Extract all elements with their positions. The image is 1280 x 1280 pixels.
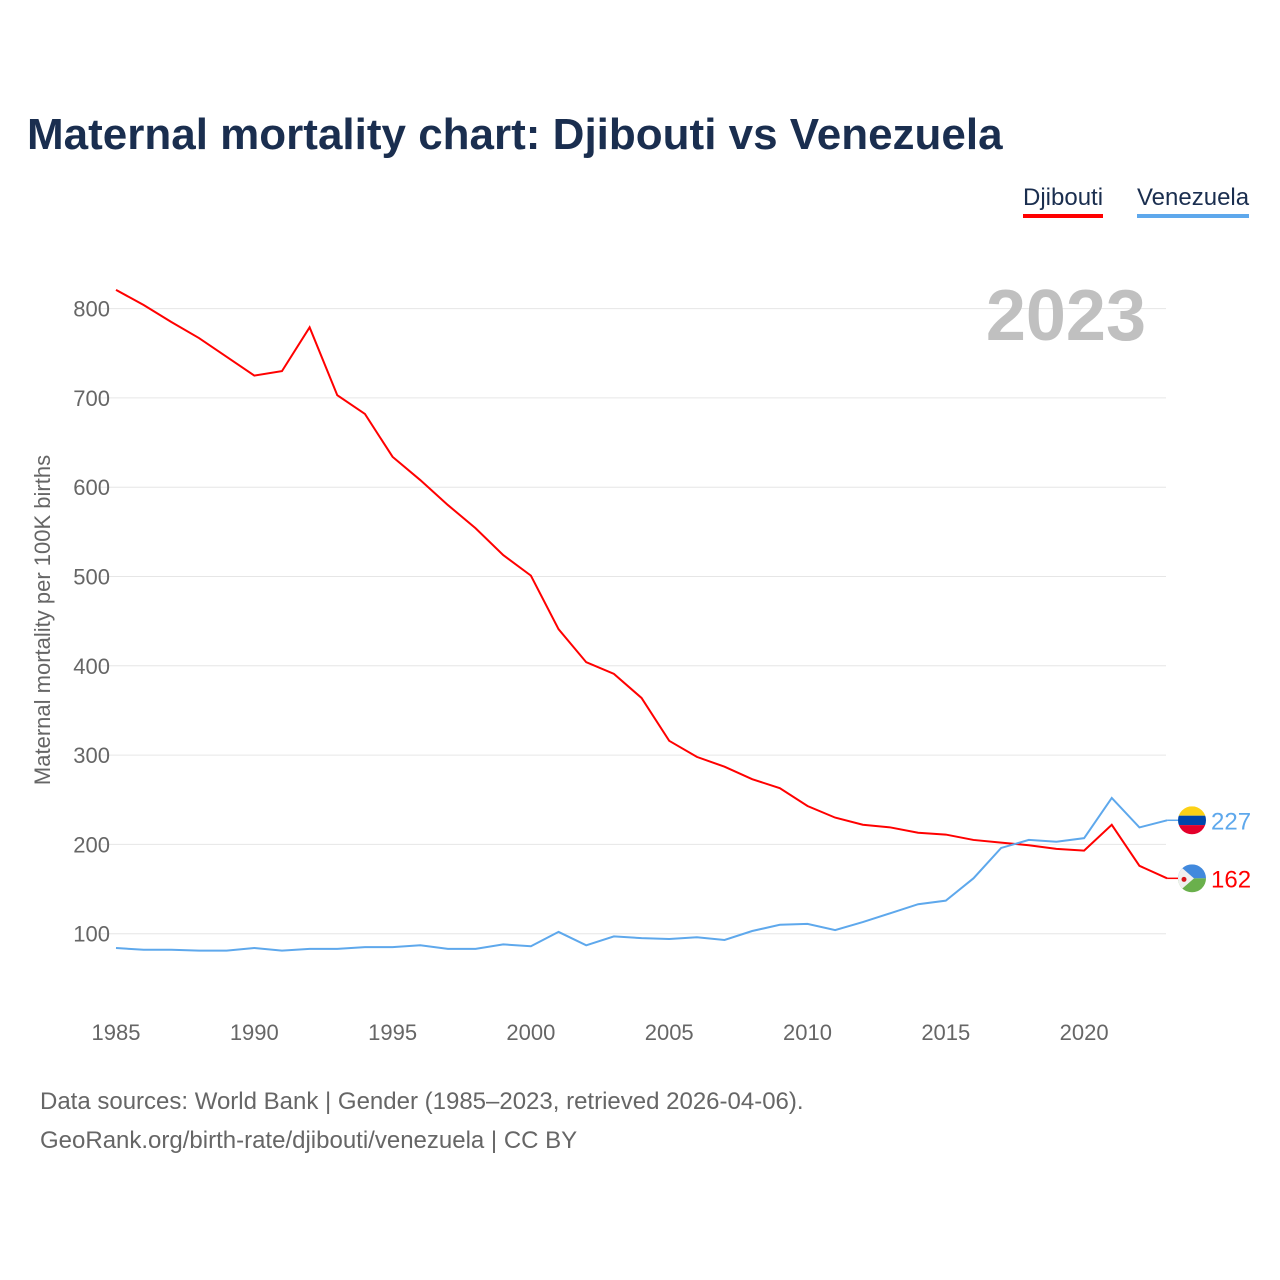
x-tick-label: 2015 xyxy=(921,1020,970,1045)
y-tick-label: 400 xyxy=(73,654,110,679)
source-link[interactable]: GeoRank.org/birth-rate/djibouti/venezuel… xyxy=(40,1127,578,1154)
legend-venezuela[interactable]: Venezuela xyxy=(1137,184,1250,218)
y-tick-label: 100 xyxy=(73,922,110,947)
source-note: Data sources: World Bank | Gender (1985–… xyxy=(40,1088,804,1115)
y-tick-label: 800 xyxy=(73,297,110,322)
end-value-label-djibouti: 162 xyxy=(1211,866,1251,893)
x-tick-label: 1985 xyxy=(92,1020,141,1045)
y-axis-label: Maternal mortality per 100K births xyxy=(30,455,55,785)
x-tick-label: 1990 xyxy=(230,1020,279,1045)
y-tick-label: 300 xyxy=(73,743,110,768)
y-tick-label: 600 xyxy=(73,475,110,500)
x-tick-label: 2005 xyxy=(645,1020,694,1045)
djibouti-flag-icon xyxy=(1178,864,1206,893)
x-tick-label: 2020 xyxy=(1060,1020,1109,1045)
x-tick-label: 2010 xyxy=(783,1020,832,1045)
y-tick-label: 500 xyxy=(73,565,110,590)
y-tick-label: 700 xyxy=(73,386,110,411)
x-tick-label: 1995 xyxy=(368,1020,417,1045)
series-line-djibouti xyxy=(115,288,1168,880)
y-tick-label: 200 xyxy=(73,832,110,857)
chart-title: Maternal mortality chart: Djibouti vs Ve… xyxy=(27,110,1003,159)
series-line-venezuela xyxy=(115,796,1168,952)
x-tick-label: 2000 xyxy=(506,1020,555,1045)
venezuela-flag-icon xyxy=(1178,806,1206,835)
legend-djibouti[interactable]: Djibouti xyxy=(1023,184,1104,218)
year-watermark: 2023 xyxy=(986,276,1146,356)
end-value-label-venezuela: 227 xyxy=(1211,808,1251,835)
